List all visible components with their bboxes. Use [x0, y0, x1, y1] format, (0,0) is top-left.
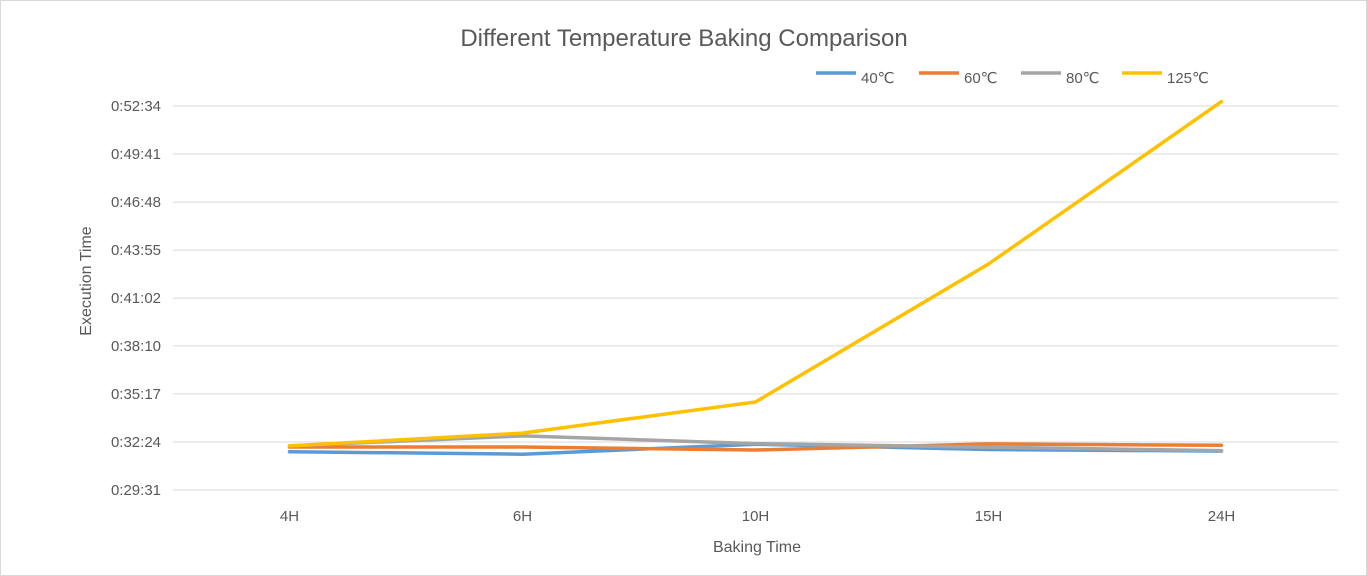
x-tick-label: 10H [742, 508, 770, 525]
legend: 40℃ 60℃ 80℃ 125℃ [816, 70, 1209, 87]
x-tick-label: 6H [513, 508, 532, 525]
y-tick-label: 0:29:31 [111, 482, 161, 499]
x-tick-label: 24H [1208, 508, 1236, 525]
y-tick-label: 0:49:41 [111, 146, 161, 163]
series-line [287, 99, 1224, 448]
y-tick-label: 0:38:10 [111, 338, 161, 355]
series-line [287, 442, 1224, 452]
legend-label: 80℃ [1066, 70, 1100, 87]
y-tick-label: 0:43:55 [111, 242, 161, 259]
y-tick-label: 0:46:48 [111, 194, 161, 211]
y-axis-title: Execution Time [78, 226, 95, 335]
legend-label: 40℃ [861, 70, 895, 87]
gridlines [173, 105, 1338, 443]
y-tick-label: 0:52:34 [111, 98, 161, 115]
x-axis-title: Baking Time [713, 539, 801, 556]
x-tick-label: 15H [975, 508, 1003, 525]
series-line [287, 434, 1224, 453]
chart-title: Different Temperature Baking Comparison [460, 25, 907, 52]
y-tick-label: 0:35:17 [111, 386, 161, 403]
x-tick-label: 4H [280, 508, 299, 525]
series-lines [287, 99, 1224, 456]
x-axis-ticks: 4H 6H 10H 15H 24H [280, 508, 1235, 525]
legend-label: 60℃ [964, 70, 998, 87]
y-tick-label: 0:32:24 [111, 434, 161, 451]
y-axis-ticks: 0:29:31 0:32:24 0:35:17 0:38:10 0:41:02 0:43:… [111, 98, 161, 499]
legend-label: 125℃ [1167, 70, 1209, 87]
y-tick-label: 0:41:02 [111, 290, 161, 307]
